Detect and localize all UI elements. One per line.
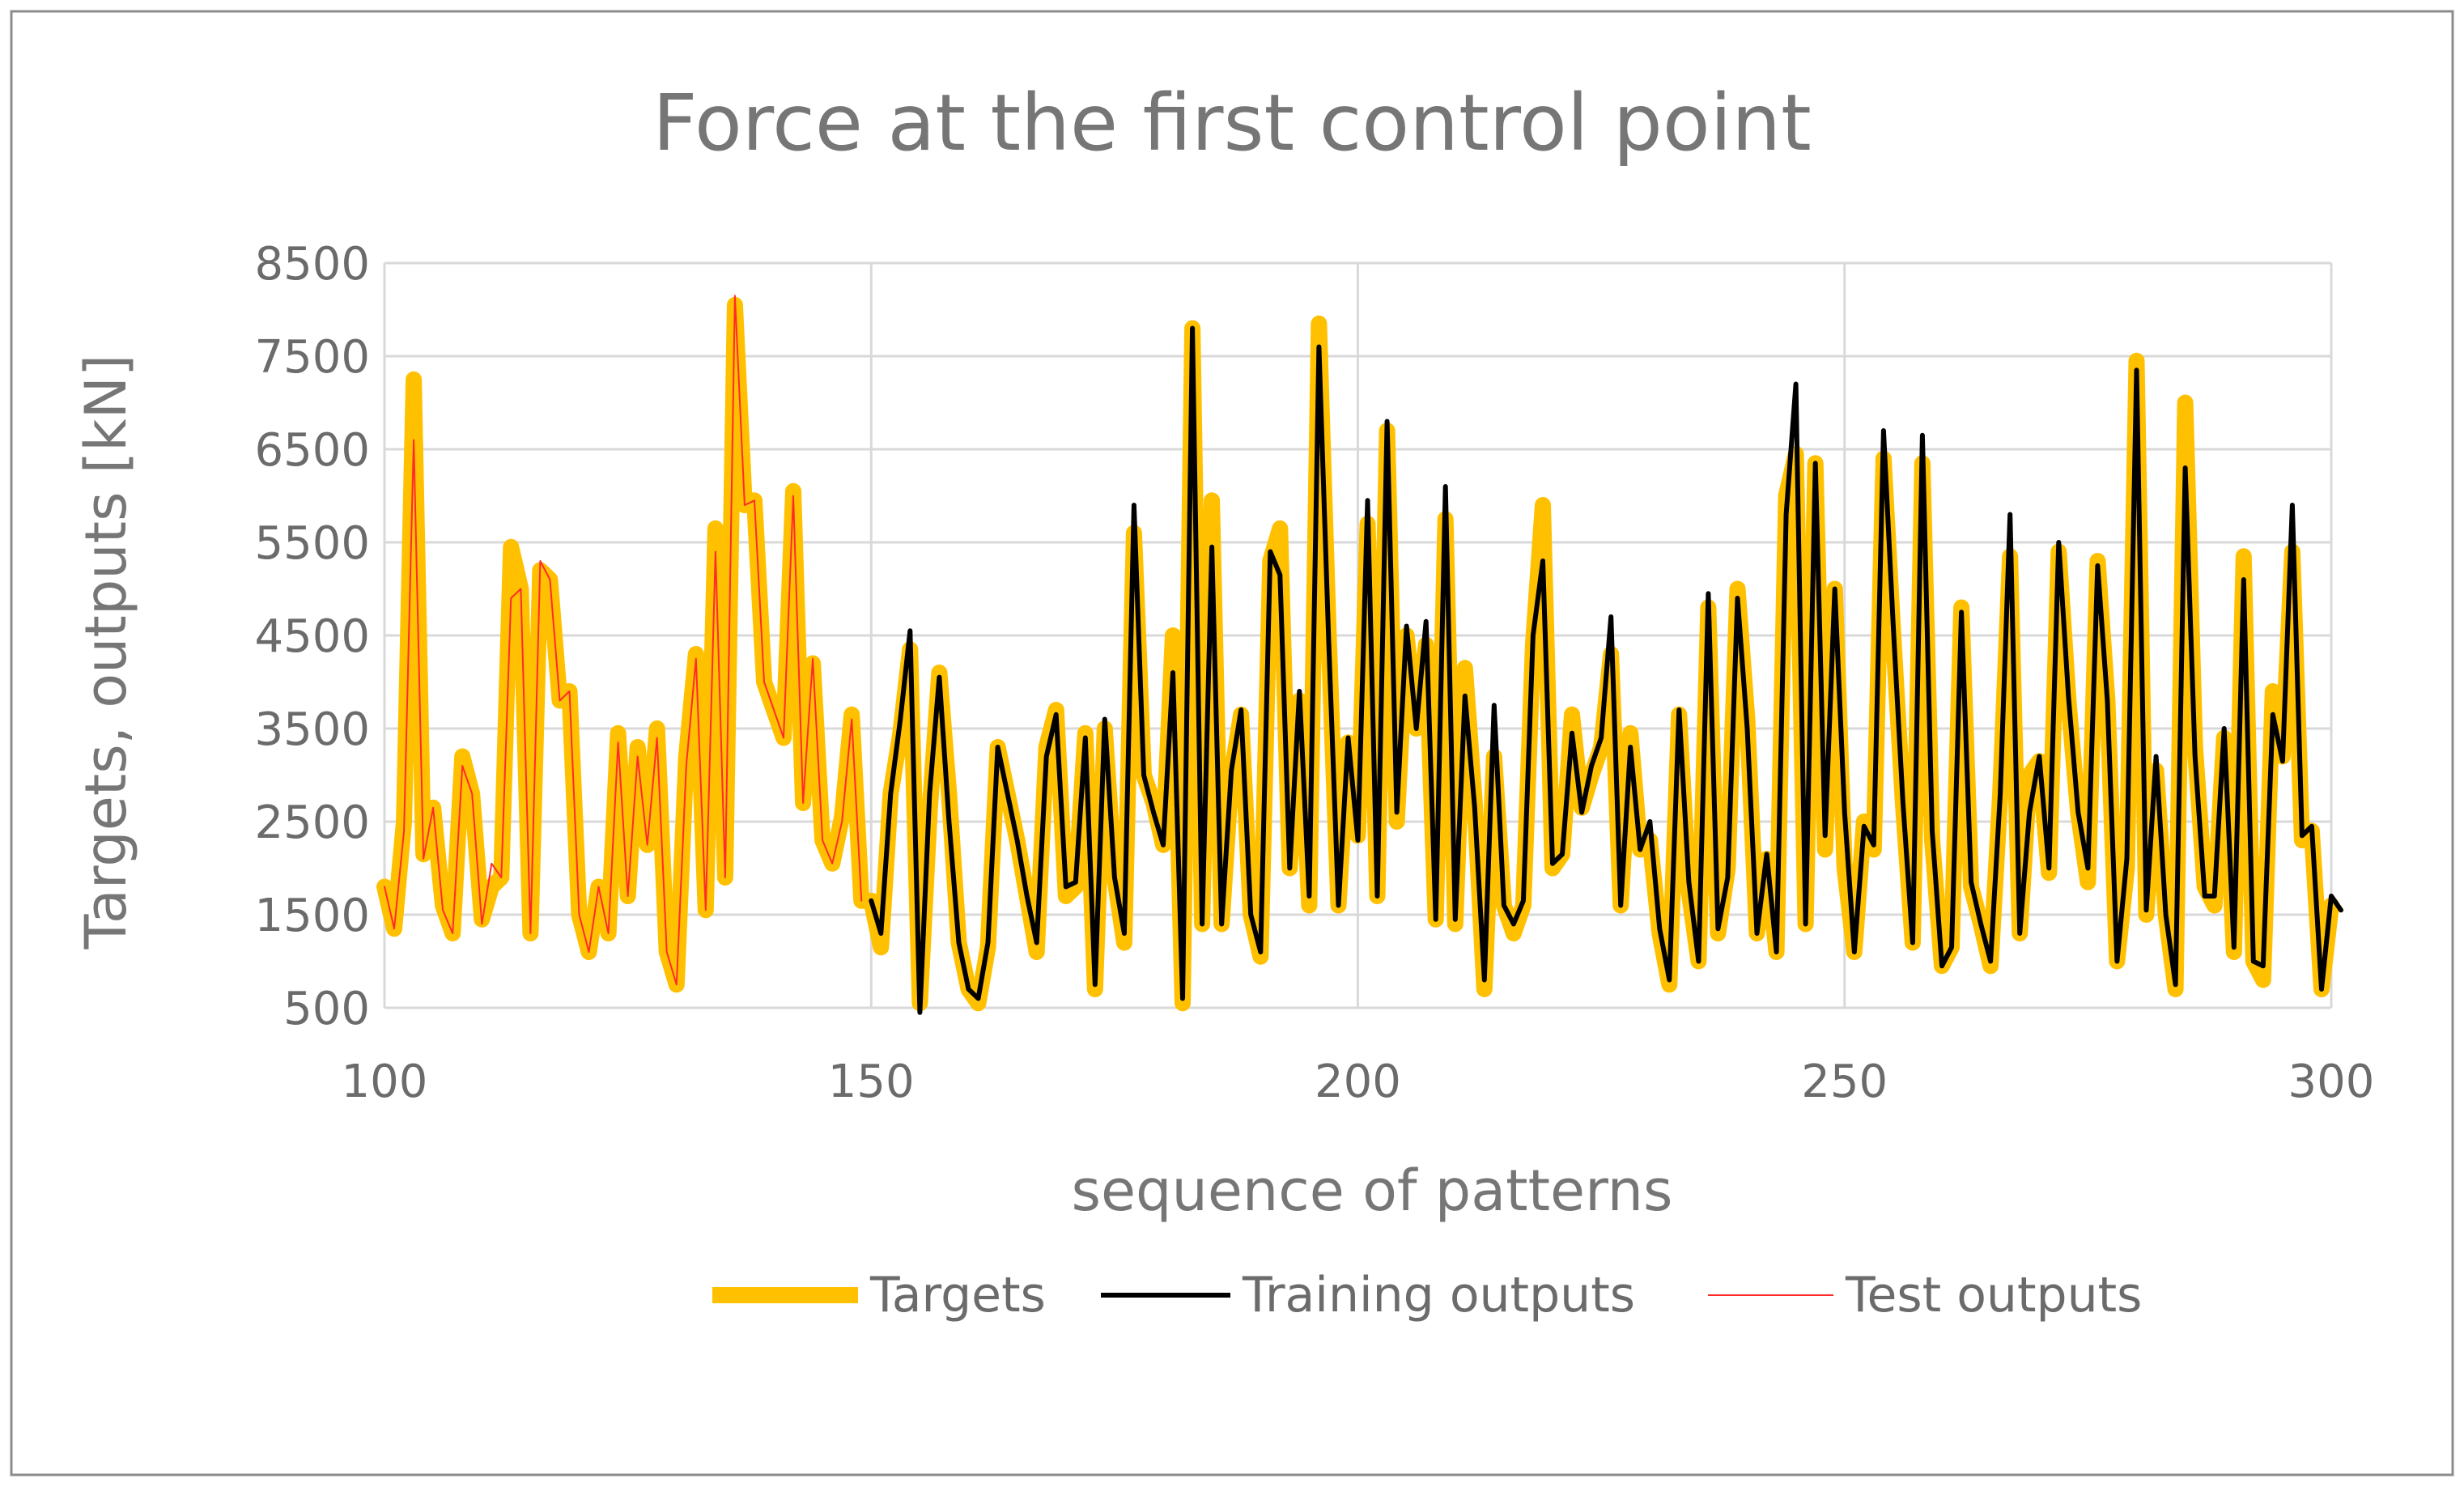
y-tick-label: 500 xyxy=(283,983,370,1035)
y-tick-label: 4500 xyxy=(254,610,370,663)
y-axis-label: Targets, outputs [kN] xyxy=(73,355,139,950)
legend: Targets Training outputs Test outputs xyxy=(712,1267,2142,1323)
y-tick-labels: 500 1500 2500 3500 4500 5500 6500 7500 8500 xyxy=(254,238,370,1035)
legend-label: Training outputs xyxy=(1242,1267,1635,1323)
series-line-training-outputs xyxy=(869,325,2343,1015)
x-tick-labels: 100 150 200 250 300 xyxy=(342,1056,2375,1108)
chart-title: Force at the first control point xyxy=(652,78,1812,168)
x-axis-label: sequence of patterns xyxy=(1072,1158,1673,1224)
legend-label: Targets xyxy=(869,1267,1046,1323)
x-tick-label: 300 xyxy=(2288,1056,2375,1108)
y-tick-label: 8500 xyxy=(254,238,370,291)
y-tick-label: 3500 xyxy=(254,703,370,756)
y-tick-label: 7500 xyxy=(254,331,370,384)
y-tick-label: 1500 xyxy=(254,890,370,942)
x-tick-label: 150 xyxy=(828,1056,915,1108)
series-lines xyxy=(376,295,2343,1015)
y-tick-label: 6500 xyxy=(254,424,370,477)
series-line-test-outputs xyxy=(384,295,863,986)
x-tick-label: 100 xyxy=(342,1056,428,1108)
legend-label: Test outputs xyxy=(1845,1267,2142,1323)
y-tick-label: 2500 xyxy=(254,797,370,849)
y-tick-label: 5500 xyxy=(254,517,370,570)
x-tick-label: 250 xyxy=(1801,1056,1888,1108)
chart-border xyxy=(10,10,2454,1476)
x-tick-label: 200 xyxy=(1315,1056,1401,1108)
